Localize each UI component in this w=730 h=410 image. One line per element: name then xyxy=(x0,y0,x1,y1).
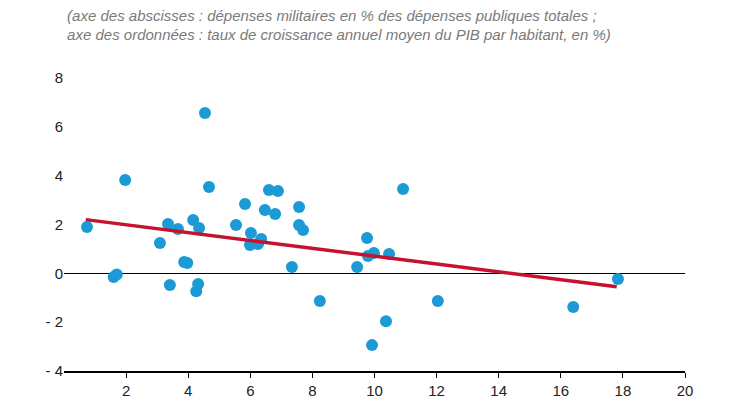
svg-text:8: 8 xyxy=(55,69,63,86)
svg-text:6: 6 xyxy=(246,382,254,399)
svg-text:6: 6 xyxy=(55,118,63,135)
svg-text:2: 2 xyxy=(55,216,63,233)
svg-text:2: 2 xyxy=(122,382,130,399)
svg-text:16: 16 xyxy=(552,382,569,399)
svg-text:20: 20 xyxy=(677,382,694,399)
svg-text:(axe des abscisses : dépenses: (axe des abscisses : dépenses militaires… xyxy=(67,7,611,44)
svg-text:0: 0 xyxy=(55,265,63,282)
svg-text:- 4: - 4 xyxy=(45,362,63,379)
svg-text:14: 14 xyxy=(490,382,507,399)
svg-text:8: 8 xyxy=(308,382,316,399)
svg-text:10: 10 xyxy=(366,382,383,399)
svg-text:12: 12 xyxy=(428,382,445,399)
svg-text:- 2: - 2 xyxy=(45,313,63,330)
svg-text:4: 4 xyxy=(55,167,63,184)
svg-text:18: 18 xyxy=(615,382,632,399)
svg-text:4: 4 xyxy=(184,382,192,399)
